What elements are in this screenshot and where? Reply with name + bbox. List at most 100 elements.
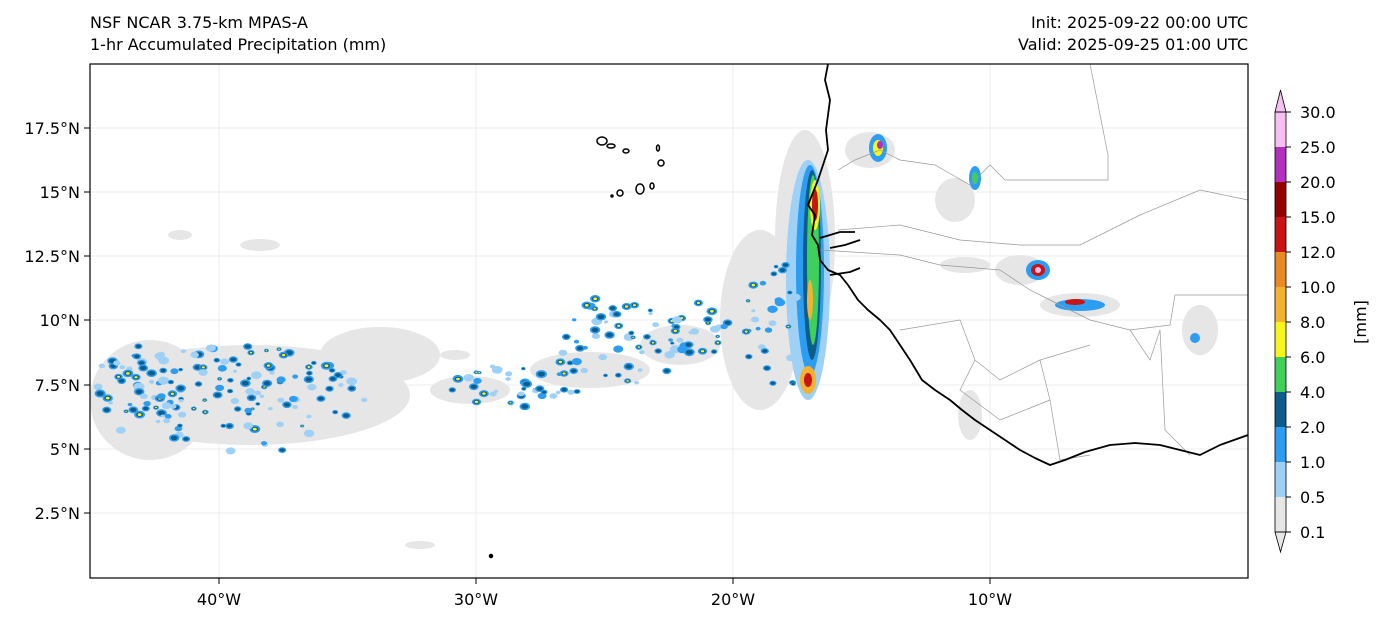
precip-cell-core xyxy=(576,346,584,351)
colorbar-tick-label: 2.0 xyxy=(1300,418,1325,437)
precip-cell xyxy=(489,391,497,397)
precip-cell xyxy=(244,407,252,414)
lon-tick-label: 30°W xyxy=(454,590,498,609)
precip-cell xyxy=(217,365,227,372)
precip-cell-peak xyxy=(249,351,253,354)
precip-cell xyxy=(157,393,166,400)
precip-cell-core xyxy=(158,410,165,416)
precip-cell-peak xyxy=(626,380,629,382)
precip-cell-core xyxy=(330,369,335,372)
precip-cell-core xyxy=(178,424,182,427)
precip-cell-core xyxy=(704,317,711,322)
precip-cell-core xyxy=(148,370,156,376)
model-title: NSF NCAR 3.75-km MPAS-A xyxy=(90,13,308,32)
precip-cell xyxy=(178,399,184,403)
precip-cell-peak xyxy=(509,402,512,404)
precip-cell-peak xyxy=(281,353,286,357)
precip-cell xyxy=(648,312,653,316)
precip-cell xyxy=(676,337,684,343)
longitude-axis: 40°W 30°W 20°W 10°W xyxy=(197,578,1012,609)
precip-cell xyxy=(198,369,208,376)
precip-cell-core xyxy=(247,377,251,380)
colorbar-tick-label: 4.0 xyxy=(1300,383,1325,402)
precip-cell xyxy=(276,376,286,383)
latitude-axis: 17.5°N 15°N 12.5°N 10°N 7.5°N 5°N 2.5°N xyxy=(24,119,90,523)
precip-cell-peak xyxy=(218,378,221,380)
precip-cell xyxy=(127,402,133,407)
cape-verde-islands xyxy=(488,136,665,559)
precip-cell xyxy=(517,391,525,397)
precip-cell xyxy=(491,366,503,374)
precip-cell xyxy=(672,316,682,324)
precip-cell-core xyxy=(470,384,477,389)
precip-cell xyxy=(623,333,635,341)
precip-cell xyxy=(292,405,298,409)
lat-tick-label: 12.5°N xyxy=(24,247,80,266)
colorbar-segment xyxy=(1275,427,1286,462)
precip-cell-peak xyxy=(751,283,756,287)
precip-cell xyxy=(161,402,172,410)
precip-cell-core xyxy=(629,331,634,335)
precip-cell-peak xyxy=(700,350,705,353)
precip-cell-peak xyxy=(251,408,254,410)
precip-cell xyxy=(613,345,624,353)
precip-cell-peak xyxy=(266,364,271,367)
precip-cell xyxy=(664,351,675,359)
valid-time: Valid: 2025-09-25 01:00 UTC xyxy=(1017,35,1248,54)
precip-cell xyxy=(303,429,315,438)
precip-cell xyxy=(591,333,601,340)
lat-tick-label: 2.5°N xyxy=(35,504,80,523)
precip-cell xyxy=(269,371,275,375)
precip-cell-peak xyxy=(710,309,714,313)
colorbar-segment xyxy=(1275,287,1286,322)
precip-cell xyxy=(180,349,187,354)
colorbar-tick-label: 8.0 xyxy=(1300,313,1325,332)
precip-cell-core xyxy=(597,314,605,319)
colorbar-max-extend xyxy=(1274,89,1287,113)
precip-cell xyxy=(572,318,577,322)
precip-cell xyxy=(603,320,609,324)
colorbar-tick-label: 15.0 xyxy=(1300,208,1336,227)
precip-cell xyxy=(361,397,368,403)
precip-cell-core xyxy=(307,371,312,375)
precip-cell-peak xyxy=(673,329,677,333)
precip-cell-peak xyxy=(324,364,329,368)
precip-cell-core xyxy=(214,358,219,362)
precip-cell-core xyxy=(177,386,185,391)
precip-cell-peak xyxy=(137,413,142,416)
precip-cell-core xyxy=(673,325,680,329)
precip-cell xyxy=(205,344,216,352)
lon-tick-label: 20°W xyxy=(711,590,755,609)
precip-cell xyxy=(177,411,187,418)
precip-cell-core xyxy=(333,410,338,414)
precip-cell-core xyxy=(263,381,271,386)
colorbar-tick-label: 20.0 xyxy=(1300,173,1336,192)
precip-cell xyxy=(338,383,344,387)
precip-cell-peak xyxy=(201,366,205,369)
precip-cell xyxy=(558,349,568,356)
precip-cell-core xyxy=(606,332,613,338)
precip-cell xyxy=(786,354,796,362)
precip-cell-core xyxy=(567,361,573,365)
precip-cell-core xyxy=(248,395,255,400)
precip-cell-peak xyxy=(744,330,748,333)
precip-cell-peak xyxy=(593,297,598,301)
country-borders xyxy=(819,64,1248,461)
precip-cell xyxy=(220,358,230,365)
lat-tick-label: 15°N xyxy=(40,183,80,202)
precip-cell xyxy=(155,419,161,424)
precip-cell-core xyxy=(561,387,567,392)
precip-cell xyxy=(158,376,170,385)
colorbar-segment xyxy=(1275,112,1286,147)
precip-cell xyxy=(140,393,148,399)
colorbar-tick-label: 10.0 xyxy=(1300,278,1336,297)
precip-cell-core xyxy=(283,402,290,407)
precip-cell-core xyxy=(196,382,201,386)
precip-cell-core xyxy=(563,335,570,339)
precip-cell xyxy=(108,401,113,405)
precip-cell xyxy=(191,351,198,356)
precip-cell xyxy=(720,323,728,330)
precip-cell-core xyxy=(326,386,333,391)
precip-cell xyxy=(556,372,563,377)
precip-cell-core xyxy=(648,309,652,312)
